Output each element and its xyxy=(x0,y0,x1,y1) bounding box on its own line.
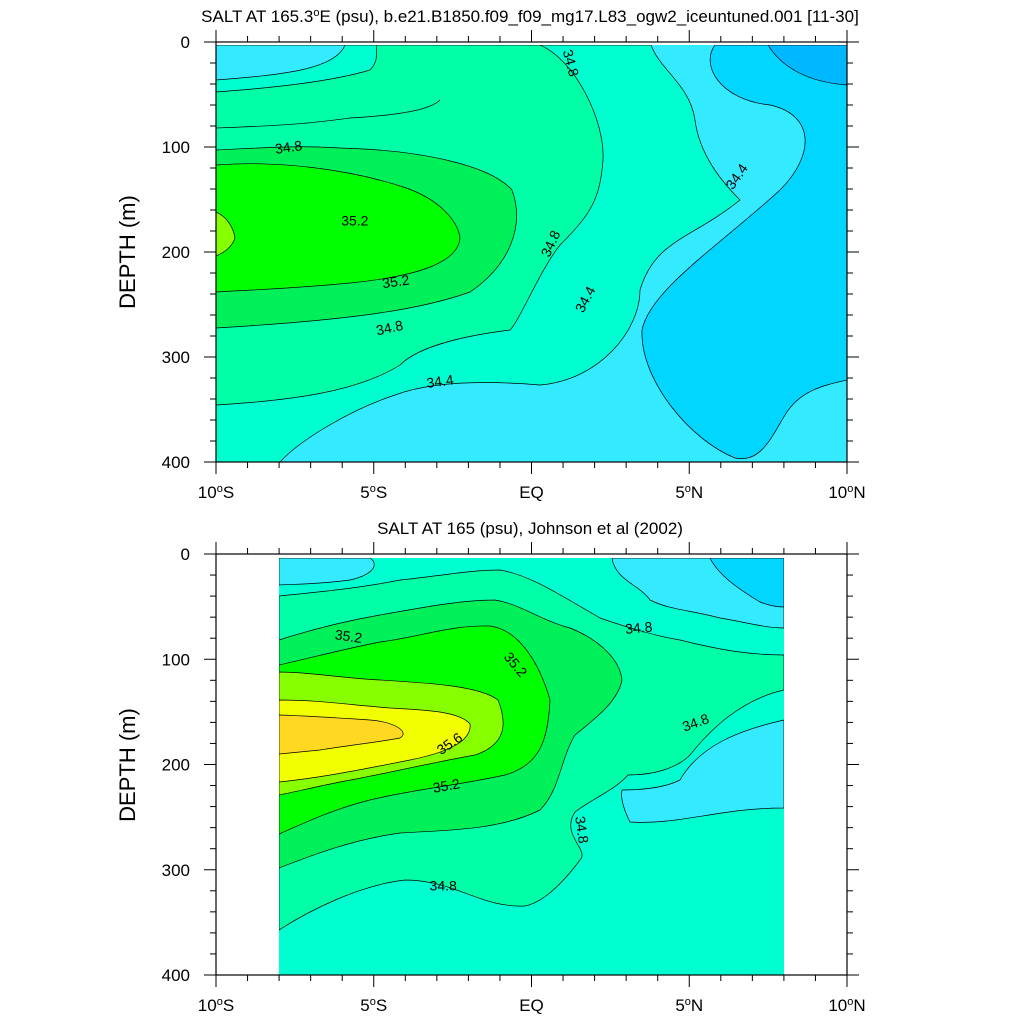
panel-obs-field xyxy=(279,558,784,975)
contour-label: 34.8 xyxy=(624,618,653,636)
band-34.2-north xyxy=(641,45,847,460)
panel-obs-ylabel: DEPTH (m) xyxy=(115,708,140,822)
contour-label: 34.8 xyxy=(274,137,303,157)
y-tick-label: 300 xyxy=(162,861,190,880)
panel-model-field xyxy=(216,45,847,462)
contour-label-text: 34.8 xyxy=(375,317,405,338)
panel-model-title: SALT AT 165.3oE (psu), b.e21.B1850.f09_f… xyxy=(201,7,859,26)
contour-label-text: 35.2 xyxy=(341,213,368,229)
contour-label: 34.4 xyxy=(425,371,454,391)
x-tick-label: 5oS xyxy=(360,996,387,1015)
x-tick-label: 5oS xyxy=(360,483,387,502)
x-tick-label: 10oS xyxy=(198,996,234,1015)
contour-label: 35.2 xyxy=(381,272,410,292)
x-tick-label: EQ xyxy=(519,483,544,502)
y-tick-label: 300 xyxy=(162,348,190,367)
y-tick-label: 0 xyxy=(181,33,190,52)
band-34.0-north xyxy=(767,45,847,86)
band-34.2-northeast xyxy=(709,558,784,608)
x-tick-label: EQ xyxy=(519,996,544,1015)
panel-obs-axes: 0 100 200 300 400 10oS 5oS EQ 5oN 10oN xyxy=(162,542,866,1015)
panel-obs: SALT AT 165 (psu), Johnson et al (2002) … xyxy=(115,519,866,1015)
contour-label: 34.8 xyxy=(430,878,457,894)
y-tick-label: 0 xyxy=(181,545,190,564)
y-tick-label: 100 xyxy=(162,650,190,669)
contour-label-text: 34.8 xyxy=(430,878,457,894)
x-tick-label: 10oN xyxy=(828,996,865,1015)
contour-label-text: 35.2 xyxy=(334,626,363,646)
band-35.4 xyxy=(216,211,236,257)
band-34.4-northwest xyxy=(216,45,346,81)
band-34.4-northwest xyxy=(279,558,375,586)
contour-label-text: 34.8 xyxy=(560,48,583,79)
panel-model: SALT AT 165.3oE (psu), b.e21.B1850.f09_f… xyxy=(115,7,866,502)
panel-obs-title: SALT AT 165 (psu), Johnson et al (2002) xyxy=(377,519,683,538)
contour-label-text: 35.2 xyxy=(381,272,410,292)
contour-label-text: 34.8 xyxy=(274,137,303,157)
band-34.4-east xyxy=(621,719,784,823)
contour-label-text: 35.2 xyxy=(432,775,462,796)
band-35.2 xyxy=(216,163,461,293)
y-tick-label: 200 xyxy=(162,756,190,775)
band-35.8 xyxy=(279,714,404,755)
y-tick-label: 400 xyxy=(162,453,190,472)
contour-label: 34.8 xyxy=(375,317,405,338)
panel-model-axes: 0 100 200 300 400 10oS 5oS EQ 5oN 10oN xyxy=(162,30,866,502)
contour-label-text: 34.4 xyxy=(425,371,454,391)
contour-label: 34.8 xyxy=(572,815,592,844)
contour-label: 35.2 xyxy=(341,213,368,229)
contour-label: 34.8 xyxy=(560,48,583,79)
x-tick-label: 5oN xyxy=(675,483,703,502)
y-tick-label: 400 xyxy=(162,966,190,985)
contour-label-text: 34.8 xyxy=(624,618,653,636)
x-tick-label: 10oN xyxy=(828,483,865,502)
x-tick-label: 10oS xyxy=(198,483,234,502)
contour-line-34.6-north xyxy=(216,99,441,129)
contour-label: 35.2 xyxy=(432,775,462,796)
contour-label: 35.2 xyxy=(334,626,363,646)
x-tick-label: 5oN xyxy=(675,996,703,1015)
panel-model-ylabel: DEPTH (m) xyxy=(115,195,140,309)
y-tick-label: 200 xyxy=(162,243,190,262)
y-tick-label: 100 xyxy=(162,138,190,157)
contour-label-text: 34.8 xyxy=(572,815,592,844)
